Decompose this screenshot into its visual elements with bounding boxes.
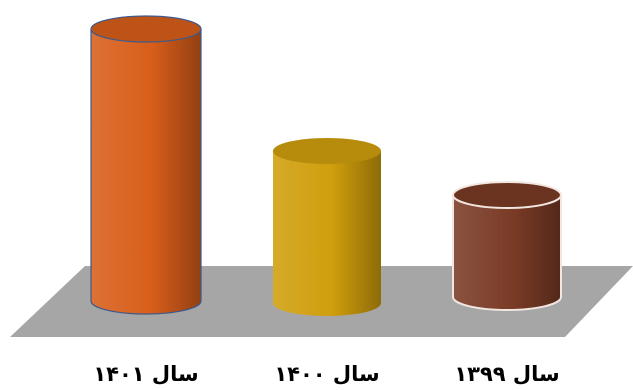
category-labels: سال ۱۴۰۱ سال ۱۴۰۰ سال ۱۳۹۹ xyxy=(93,362,559,386)
bar-top-outline-2 xyxy=(452,181,562,209)
bar-top-0 xyxy=(91,16,201,42)
bar-body-0 xyxy=(91,29,201,314)
bar-outline-0 xyxy=(90,29,202,315)
bar-body-2 xyxy=(453,195,561,310)
bar-top-outline-0 xyxy=(90,15,202,43)
bar-body-1 xyxy=(273,151,381,316)
category-label-1: سال ۱۴۰۰ xyxy=(274,362,379,386)
bars-layer xyxy=(90,15,562,316)
bar-top-2 xyxy=(453,182,561,208)
category-label-2: سال ۱۳۹۹ xyxy=(454,362,559,386)
category-label-0: سال ۱۴۰۱ xyxy=(93,362,198,386)
bar-top-1 xyxy=(273,138,381,164)
bar-outline-2 xyxy=(452,195,562,311)
